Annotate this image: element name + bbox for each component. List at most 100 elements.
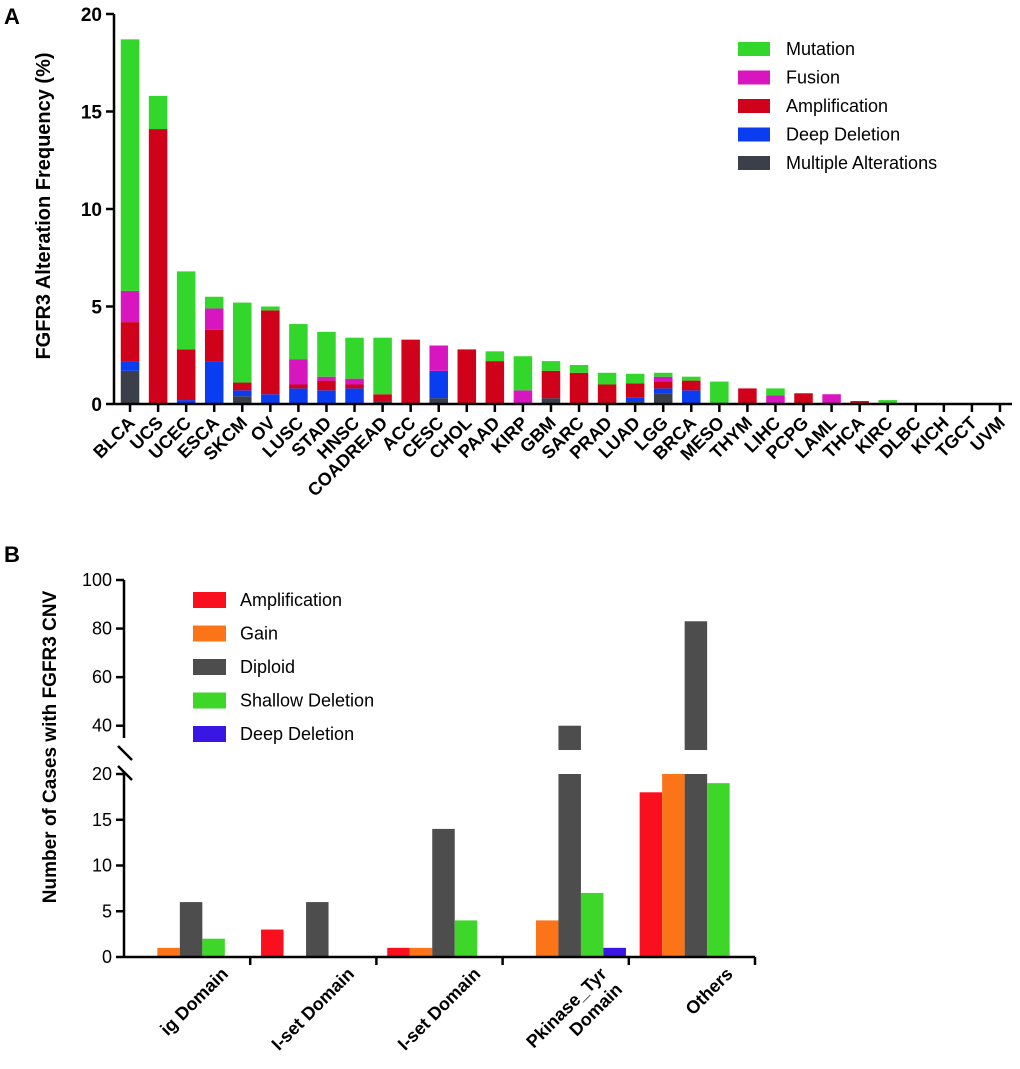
- bar-hnsc-deep-deletion: [345, 388, 364, 404]
- bar-brca-deep-deletion: [682, 390, 701, 404]
- legend-swatch-deep-deletion: [738, 127, 770, 142]
- bar-blca-multiple-alterations: [120, 370, 140, 404]
- x-tick-label-line: ig Domain: [156, 964, 232, 1040]
- bar-lusc-deep-deletion: [289, 388, 308, 404]
- bar-esca-mutation: [204, 296, 224, 309]
- bar-gbm-mutation: [541, 361, 561, 371]
- legend-label-fusion: Fusion: [786, 68, 840, 88]
- x-tick-label-line: Others: [682, 964, 737, 1019]
- x-tick-label-ig-domain: ig Domain: [156, 964, 232, 1040]
- bar-meso-mutation: [710, 381, 729, 404]
- legend-swatch-shallow-deletion: [193, 692, 226, 709]
- bar-lgg-multiple-alterations: [653, 393, 673, 404]
- bar-ucec-amplification: [176, 349, 196, 401]
- bar-hnsc-amplification: [345, 384, 364, 389]
- bar-gbm-amplification: [541, 370, 561, 399]
- bar-blca-fusion: [120, 290, 140, 323]
- panel-a-letter: A: [4, 4, 20, 29]
- bar-skcm-mutation: [233, 302, 252, 383]
- bar-luad-amplification: [625, 383, 645, 398]
- bar-hnsc-mutation: [345, 337, 364, 379]
- bar-pkinase-tyr-domain-3-gain: [535, 920, 559, 957]
- bar-esca-fusion: [204, 308, 224, 330]
- x-tick-label-pkinase-tyr-domain: Pkinase_TyrDomain: [522, 964, 626, 1068]
- bar-lihc-fusion: [766, 395, 785, 404]
- bar-coadread-mutation: [373, 337, 392, 395]
- panel-b-x-ticks: ig Domain I-set Domain I-set Domain Pkinase…: [156, 957, 757, 1068]
- bar-skcm-multiple-alterations: [233, 396, 252, 404]
- y-tick-label: 15: [81, 103, 103, 124]
- legend-label-amplification: Amplification: [786, 96, 888, 116]
- bar-lgg-fusion: [653, 376, 673, 382]
- x-tick-label-i-set-domain: I-set Domain: [268, 964, 359, 1055]
- y-tick-label: 20: [81, 5, 102, 26]
- bar-lusc-fusion: [289, 359, 308, 385]
- bar-chol-amplification: [457, 349, 477, 404]
- bar-luad-deep-deletion: [625, 397, 645, 403]
- bar-prad-mutation: [597, 372, 617, 385]
- axis-break-mark: [117, 765, 133, 781]
- bar-ucec-deep-deletion: [176, 400, 196, 404]
- legend-label-deep-deletion: Deep Deletion: [786, 125, 900, 145]
- y-tick-label: 0: [102, 947, 112, 967]
- legend-swatch-mutation: [738, 42, 770, 56]
- y-tick-label: 40: [92, 716, 112, 736]
- bar-lusc-amplification: [289, 384, 308, 389]
- legend-swatch-amplification: [738, 99, 770, 113]
- bar-i-set-domain-2-amplification: [387, 947, 410, 957]
- bar-others-4-diploid-upper: [684, 621, 708, 750]
- bar-stad-fusion: [317, 376, 336, 381]
- legend-label-deep-deletion: Deep Deletion: [240, 724, 354, 744]
- legend-label-diploid: Diploid: [240, 657, 295, 677]
- x-tick-label-i-set-domain: I-set Domain: [394, 964, 485, 1055]
- bar-blca-amplification: [120, 322, 140, 362]
- panel-b-chart: B Number of Cases with FGFR3 CNV 0 5 10 15 2…: [4, 542, 757, 1068]
- bar-lgg-amplification: [653, 381, 673, 389]
- bar-acc-amplification: [401, 339, 420, 404]
- y-tick-label: 0: [91, 395, 102, 416]
- bar-cesc-fusion: [429, 345, 448, 371]
- bar-skcm-amplification: [233, 382, 252, 391]
- legend-label-multiple-alterations: Multiple Alterations: [786, 153, 937, 173]
- y-tick-label: 20: [92, 764, 112, 784]
- bar-stad-mutation: [317, 331, 336, 377]
- y-tick-label: 5: [102, 901, 112, 921]
- x-tick-label-line: I-set Domain: [394, 964, 485, 1055]
- bar-thca-amplification: [850, 401, 869, 404]
- bar-lusc-mutation: [289, 324, 308, 360]
- legend-swatch-fusion: [738, 70, 770, 85]
- bar-esca-deep-deletion: [204, 361, 224, 404]
- bar-lgg-mutation: [653, 372, 673, 377]
- panel-b-legend: Amplification Gain Diploid Shallow Deletion…: [193, 590, 374, 744]
- bar-ucec-mutation: [176, 271, 196, 350]
- panel-b-y-ticks: 0 5 10 15 20 40 60 80 100: [82, 570, 124, 967]
- bar-blca-mutation: [120, 39, 140, 291]
- bar-stad-deep-deletion: [317, 390, 336, 404]
- legend-swatch-amplification: [193, 592, 226, 608]
- legend-swatch-gain: [193, 625, 226, 642]
- bar-laml-fusion: [822, 394, 841, 404]
- bar-ov-mutation: [261, 306, 280, 311]
- bar-paad-amplification: [485, 361, 505, 404]
- bar-sarc-amplification: [569, 372, 589, 404]
- bar-i-set-domain-1-amplification: [261, 929, 284, 957]
- bar-lgg-deep-deletion: [653, 388, 673, 394]
- bar-others-4-diploid-lower: [684, 774, 708, 957]
- y-tick-label: 100: [82, 570, 112, 590]
- panel-a-bars: [120, 39, 897, 405]
- x-tick-label-line: I-set Domain: [268, 964, 359, 1055]
- legend-label-mutation: Mutation: [786, 39, 855, 59]
- legend-label-gain: Gain: [240, 624, 278, 644]
- y-tick-label: 10: [92, 856, 112, 876]
- bar-hnsc-fusion: [345, 378, 364, 385]
- legend-label-shallow-deletion: Shallow Deletion: [240, 691, 374, 711]
- bar-stad-amplification: [317, 380, 336, 391]
- bar-gbm-multiple-alterations: [541, 398, 561, 404]
- panel-a-x-ticks: BLCAUCSUCECESCASKCMOVLUSCSTADHNSCCOADREA…: [89, 404, 1009, 500]
- bar-pcpg-amplification: [794, 393, 813, 404]
- bar-i-set-domain-2-shallow-deletion: [454, 920, 478, 957]
- y-tick-label: 80: [92, 619, 112, 639]
- bar-i-set-domain-2-gain: [409, 947, 433, 957]
- bar-esca-amplification: [204, 329, 224, 362]
